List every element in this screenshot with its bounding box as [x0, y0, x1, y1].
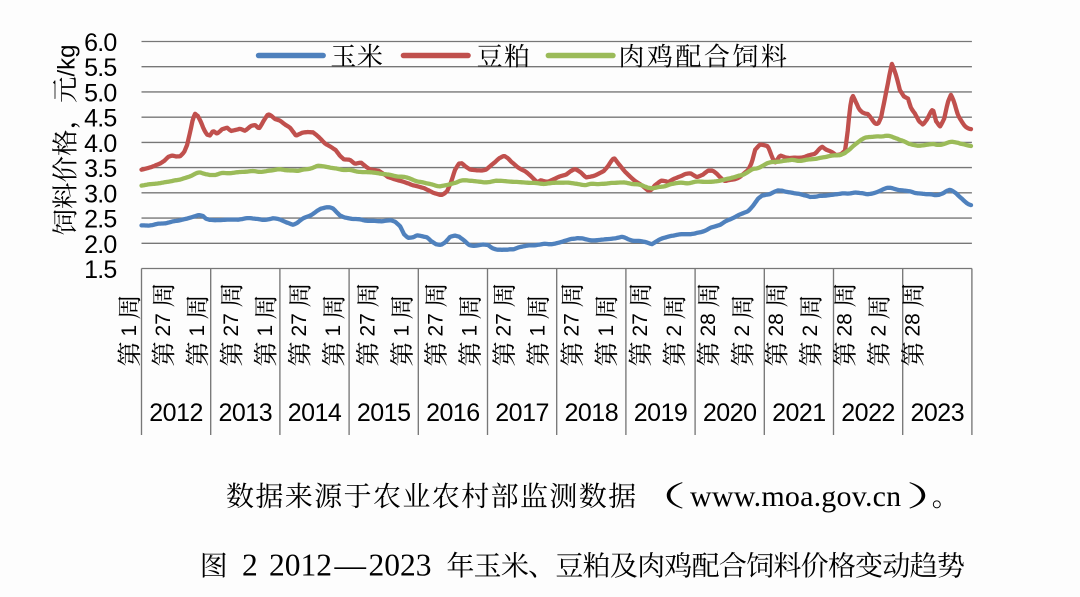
svg-text:2023: 2023	[369, 548, 432, 583]
svg-text:3.0: 3.0	[84, 180, 116, 208]
svg-text:1: 1	[254, 325, 277, 337]
svg-text:2: 2	[242, 548, 258, 583]
svg-text:2: 2	[663, 325, 686, 337]
svg-text:2016: 2016	[426, 399, 480, 427]
svg-text:3.5: 3.5	[84, 155, 116, 183]
svg-text:2012: 2012	[269, 548, 332, 583]
svg-text:27: 27	[356, 313, 379, 336]
svg-text:2015: 2015	[357, 399, 411, 427]
svg-text:2.0: 2.0	[84, 231, 116, 259]
svg-text:4.0: 4.0	[84, 130, 116, 158]
svg-text:1: 1	[390, 325, 413, 337]
svg-text:27: 27	[424, 313, 447, 336]
svg-text:5.5: 5.5	[84, 54, 116, 82]
svg-text:27: 27	[561, 313, 584, 336]
svg-text:1: 1	[527, 325, 550, 337]
svg-text:27: 27	[629, 313, 652, 336]
svg-text:/kg: /kg	[54, 44, 81, 76]
svg-text:2: 2	[731, 325, 754, 337]
svg-text:1: 1	[459, 325, 482, 337]
svg-text:28: 28	[697, 313, 720, 336]
svg-text:www.moa.gov.cn: www.moa.gov.cn	[690, 480, 901, 513]
svg-text:2020: 2020	[703, 399, 757, 427]
svg-text:2013: 2013	[218, 399, 272, 427]
svg-text:27: 27	[220, 313, 243, 336]
svg-text:2012: 2012	[149, 399, 203, 427]
svg-text:—: —	[334, 548, 367, 583]
svg-text:2.5: 2.5	[84, 206, 116, 234]
svg-text:1: 1	[118, 325, 141, 337]
svg-text:28: 28	[901, 313, 924, 336]
svg-text:27: 27	[288, 313, 311, 336]
svg-text:2014: 2014	[288, 399, 342, 427]
svg-text:4.5: 4.5	[84, 105, 116, 133]
svg-text:27: 27	[152, 313, 175, 336]
svg-text:1: 1	[322, 325, 345, 337]
svg-text:1.5: 1.5	[84, 256, 116, 284]
svg-text:2018: 2018	[564, 399, 618, 427]
svg-text:2: 2	[867, 325, 890, 337]
svg-text:1: 1	[595, 325, 618, 337]
svg-text:5.0: 5.0	[84, 79, 116, 107]
svg-text:2017: 2017	[495, 399, 549, 427]
svg-text:2022: 2022	[841, 399, 895, 427]
svg-text:28: 28	[833, 313, 856, 336]
svg-text:1: 1	[186, 325, 209, 337]
svg-text:28: 28	[765, 313, 788, 336]
svg-text:6.0: 6.0	[84, 29, 116, 57]
svg-text:2: 2	[799, 325, 822, 337]
svg-text:27: 27	[493, 313, 516, 336]
svg-text:2021: 2021	[772, 399, 826, 427]
svg-text:2023: 2023	[910, 399, 964, 427]
svg-text:2019: 2019	[634, 399, 688, 427]
